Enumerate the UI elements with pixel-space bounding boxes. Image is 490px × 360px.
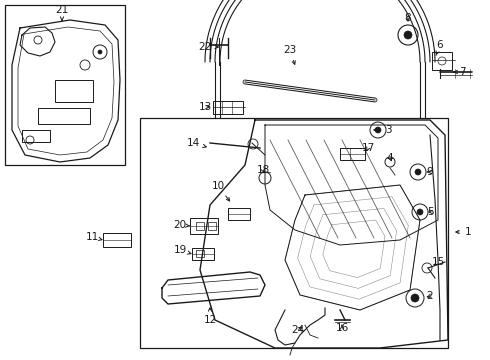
Text: 19: 19 bbox=[173, 245, 191, 255]
Text: 13: 13 bbox=[198, 102, 212, 112]
Bar bbox=[196, 222, 204, 230]
Text: 17: 17 bbox=[362, 143, 375, 153]
Text: 16: 16 bbox=[335, 323, 348, 333]
Text: 3: 3 bbox=[374, 125, 392, 135]
Text: 14: 14 bbox=[186, 138, 206, 148]
Text: 10: 10 bbox=[212, 181, 230, 201]
Circle shape bbox=[411, 294, 419, 302]
Text: 21: 21 bbox=[55, 5, 69, 21]
Text: 7: 7 bbox=[453, 67, 465, 77]
Text: 6: 6 bbox=[436, 40, 443, 55]
Text: 1: 1 bbox=[456, 227, 471, 237]
Text: 4: 4 bbox=[387, 153, 393, 163]
Bar bbox=[340, 148, 365, 160]
Text: 12: 12 bbox=[203, 308, 217, 325]
Bar bbox=[213, 101, 243, 114]
Text: 22: 22 bbox=[198, 42, 218, 52]
Bar bbox=[192, 248, 214, 260]
Text: 2: 2 bbox=[427, 291, 433, 301]
Bar bbox=[140, 118, 448, 348]
Bar bbox=[208, 222, 216, 230]
Bar bbox=[190, 218, 218, 234]
Text: 23: 23 bbox=[283, 45, 296, 64]
Circle shape bbox=[375, 127, 381, 133]
Bar bbox=[103, 233, 131, 247]
Text: 5: 5 bbox=[427, 207, 433, 217]
Circle shape bbox=[98, 50, 102, 54]
Text: 18: 18 bbox=[256, 165, 270, 175]
Text: 9: 9 bbox=[427, 167, 433, 177]
Bar bbox=[55, 80, 93, 102]
Bar bbox=[5, 5, 125, 165]
Bar bbox=[38, 108, 90, 124]
Bar bbox=[196, 250, 204, 257]
Text: 8: 8 bbox=[405, 13, 411, 23]
Text: 15: 15 bbox=[431, 257, 444, 267]
Text: 11: 11 bbox=[85, 232, 102, 242]
Text: 20: 20 bbox=[173, 220, 190, 230]
Circle shape bbox=[417, 209, 423, 215]
Bar bbox=[432, 52, 452, 70]
Circle shape bbox=[415, 169, 421, 175]
Circle shape bbox=[404, 31, 412, 39]
Text: 24: 24 bbox=[292, 325, 305, 335]
Bar bbox=[22, 130, 50, 142]
Bar bbox=[228, 208, 250, 220]
